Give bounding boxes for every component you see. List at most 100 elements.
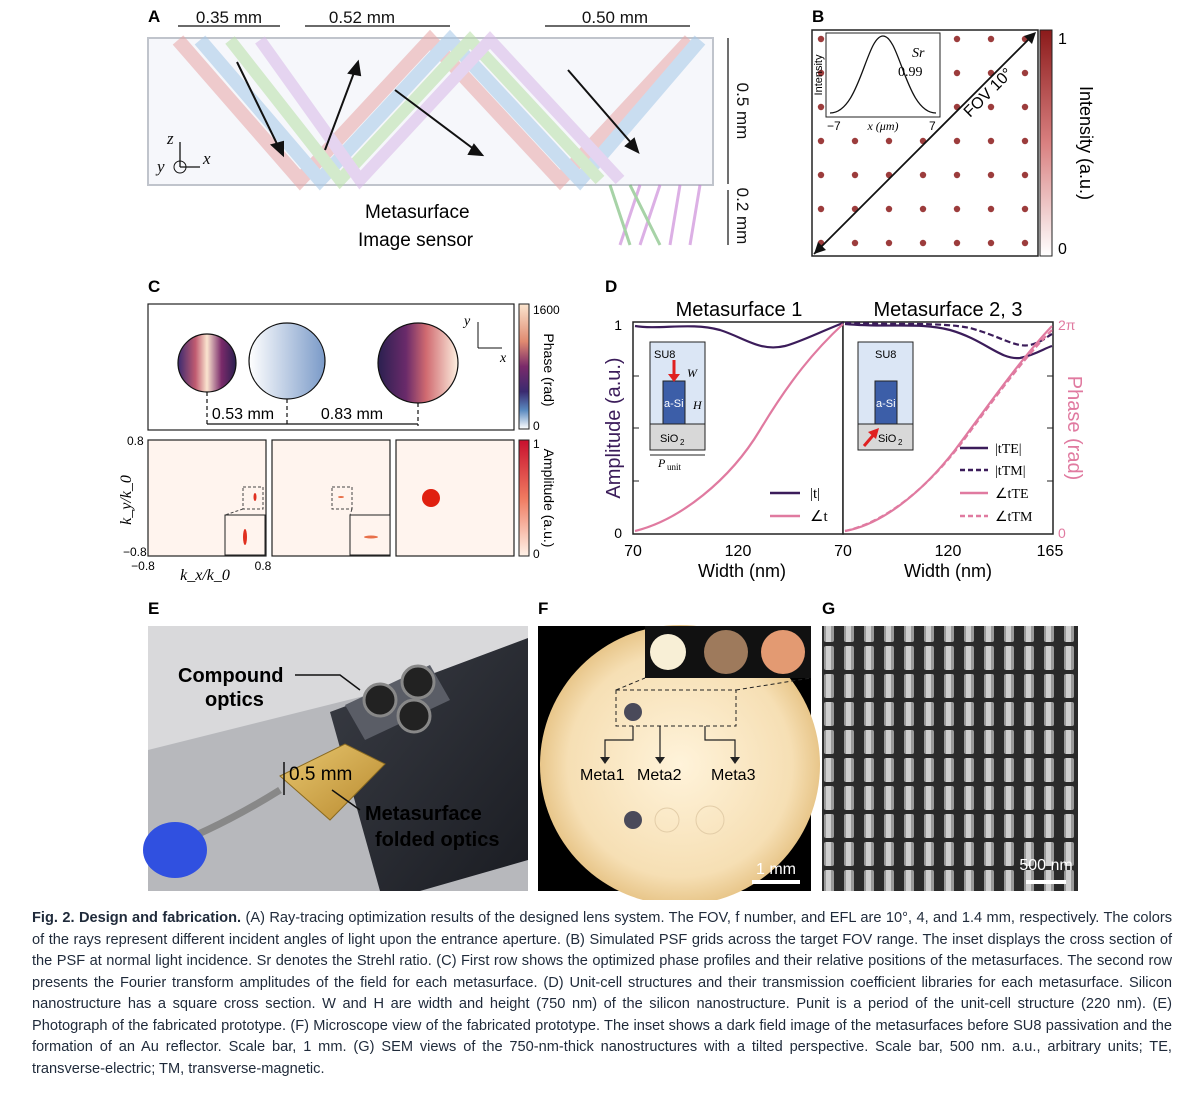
psf-spot [953,69,961,77]
psf-spot [987,205,995,213]
meta-label: Meta2 [637,767,682,784]
psf-spot [1021,103,1029,111]
panel-c-letter: C [148,277,160,296]
psf-spot [885,205,893,213]
legend-metasurface: Metasurface [365,202,470,223]
svg-text:0: 0 [533,419,540,433]
psf-spot [953,205,961,213]
svg-text:∠tTM: ∠tTM [995,510,1033,525]
psf-spot [885,137,893,145]
scale-bar-label: 500 nm [1019,857,1072,874]
unit-cell-inset-2: SU8 a-Si SiO 2 [857,341,914,451]
k-space-map-3 [395,439,515,557]
svg-text:∠t: ∠t [810,509,828,525]
sr-label: Sr [912,46,925,61]
dim-label: 0.52 mm [329,8,395,27]
svg-text:−7: −7 [827,119,841,133]
svg-text:0: 0 [1058,525,1066,541]
psf-spot [1021,239,1029,247]
glove-fingertip [143,822,207,878]
svg-text:1600: 1600 [533,303,560,317]
svg-text:Phase (rad): Phase (rad) [541,333,557,406]
psf-spot [885,239,893,247]
figure-caption: Fig. 2. Design and fabrication. (A) Ray-… [32,908,1172,1080]
svg-text:0.8: 0.8 [255,559,272,573]
curve-phase-1 [634,323,844,533]
svg-text:Compound: Compound [178,665,284,687]
phase-disk-3 [377,322,459,404]
psf-spot [817,171,825,179]
panel-d: D Metasurface 1 Metasurface 2, 3 1 0 2π … [603,277,1085,581]
svg-text:165: 165 [1037,543,1064,560]
phase-disk-2 [248,322,326,400]
curve-amp-te [844,322,1053,360]
svg-text:1: 1 [614,317,622,333]
phase-colorbar [518,303,530,430]
psf-spot [919,205,927,213]
svg-text:W: W [687,366,698,380]
sem-image [822,626,1078,891]
psf-spot [1021,171,1029,179]
psf-spot [953,239,961,247]
panel-g-letter: G [822,599,835,618]
svg-text:optics: optics [205,689,264,711]
svg-text:SU8: SU8 [875,349,896,361]
svg-text:120: 120 [935,543,962,560]
legend-left: |t| ∠t [770,486,828,525]
dim-label-vertical: 0.5 mm [733,83,752,140]
svg-text:x: x [499,351,507,366]
svg-text:1: 1 [1058,31,1067,48]
panel-f: F Meta1 Meta2 Meta3 1 mm [538,599,820,900]
psf-spot [953,137,961,145]
svg-text:x: x [202,149,211,168]
curve-amp-tm [844,321,1053,347]
svg-text:Metasurface: Metasurface [365,803,482,825]
panel-a-letter: A [148,7,160,26]
curve-phase-tm [844,329,1053,533]
panel-b: B FOV 10° Intensity −7 7 x (μm) Sr 0.99 … [811,7,1096,258]
panel-f-letter: F [538,599,548,618]
psf-spot [953,35,961,43]
dim-label-vertical: 0.2 mm [733,188,752,245]
svg-text:y: y [462,314,471,329]
svg-text:P: P [657,456,666,470]
svg-text:2π: 2π [1058,317,1076,333]
psf-spot [851,239,859,247]
svg-text:|tTE|: |tTE| [995,442,1022,457]
svg-text:0: 0 [614,525,622,541]
intensity-colorbar [1039,29,1053,257]
psf-spot [851,137,859,145]
plot-title: Metasurface 1 [676,299,803,321]
curve-layer [634,321,1053,533]
caption-title: Fig. 2. Design and fabrication. [32,910,242,926]
svg-text:−0.8: −0.8 [131,559,155,573]
metasurface-chip [279,743,386,821]
panel-a: A 0.35 mm 0.52 mm 0.50 mm [147,7,752,251]
phase-disk-1 [177,333,237,393]
svg-text:0: 0 [1058,241,1067,258]
focal-spot [422,489,440,507]
psf-spot [987,103,995,111]
psf-spot [987,239,995,247]
spacing-label: 0.53 mm [212,406,274,423]
svg-text:a-Si: a-Si [876,398,896,410]
amplitude-axis-label: Amplitude (a.u.) [603,357,625,498]
panel-c: C 0.53 mm 0.83 mm y x 1600 0 Phase (rad) [118,277,560,584]
svg-text:2: 2 [898,438,903,447]
dim-label: 0.35 mm [196,8,262,27]
psf-spot [953,171,961,179]
panel-e: E Compound optics Metasurface folded opt… [143,599,528,891]
svg-text:Width (nm): Width (nm) [904,561,992,581]
axis-triad: z y x [155,129,211,176]
psf-spot [987,35,995,43]
svg-text:2: 2 [680,438,685,447]
legend-right: |tTE| |tTM| ∠tTE ∠tTM [960,442,1033,525]
svg-text:70: 70 [834,543,852,560]
svg-text:folded optics: folded optics [375,829,499,851]
svg-text:7: 7 [929,119,936,133]
psf-spot [1021,205,1029,213]
psf-spot [817,137,825,145]
svg-text:y: y [155,157,165,176]
svg-text:unit: unit [667,462,682,472]
psf-spot [817,205,825,213]
